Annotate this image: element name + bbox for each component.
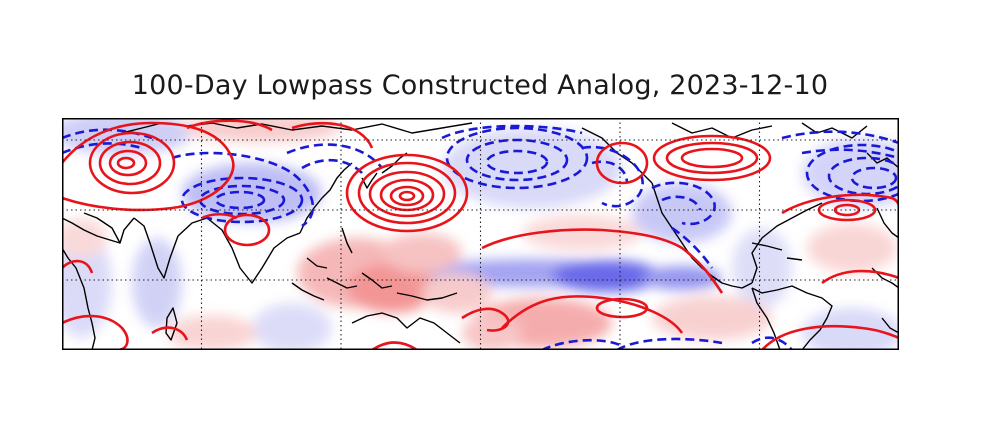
map-canvas (62, 118, 899, 350)
map-panel (62, 118, 899, 350)
map-frame (62, 118, 899, 350)
map-title: 100-Day Lowpass Constructed Analog, 2023… (131, 70, 829, 101)
graticule (62, 118, 899, 350)
coastlines (62, 122, 899, 350)
positive-contours (62, 119, 899, 350)
